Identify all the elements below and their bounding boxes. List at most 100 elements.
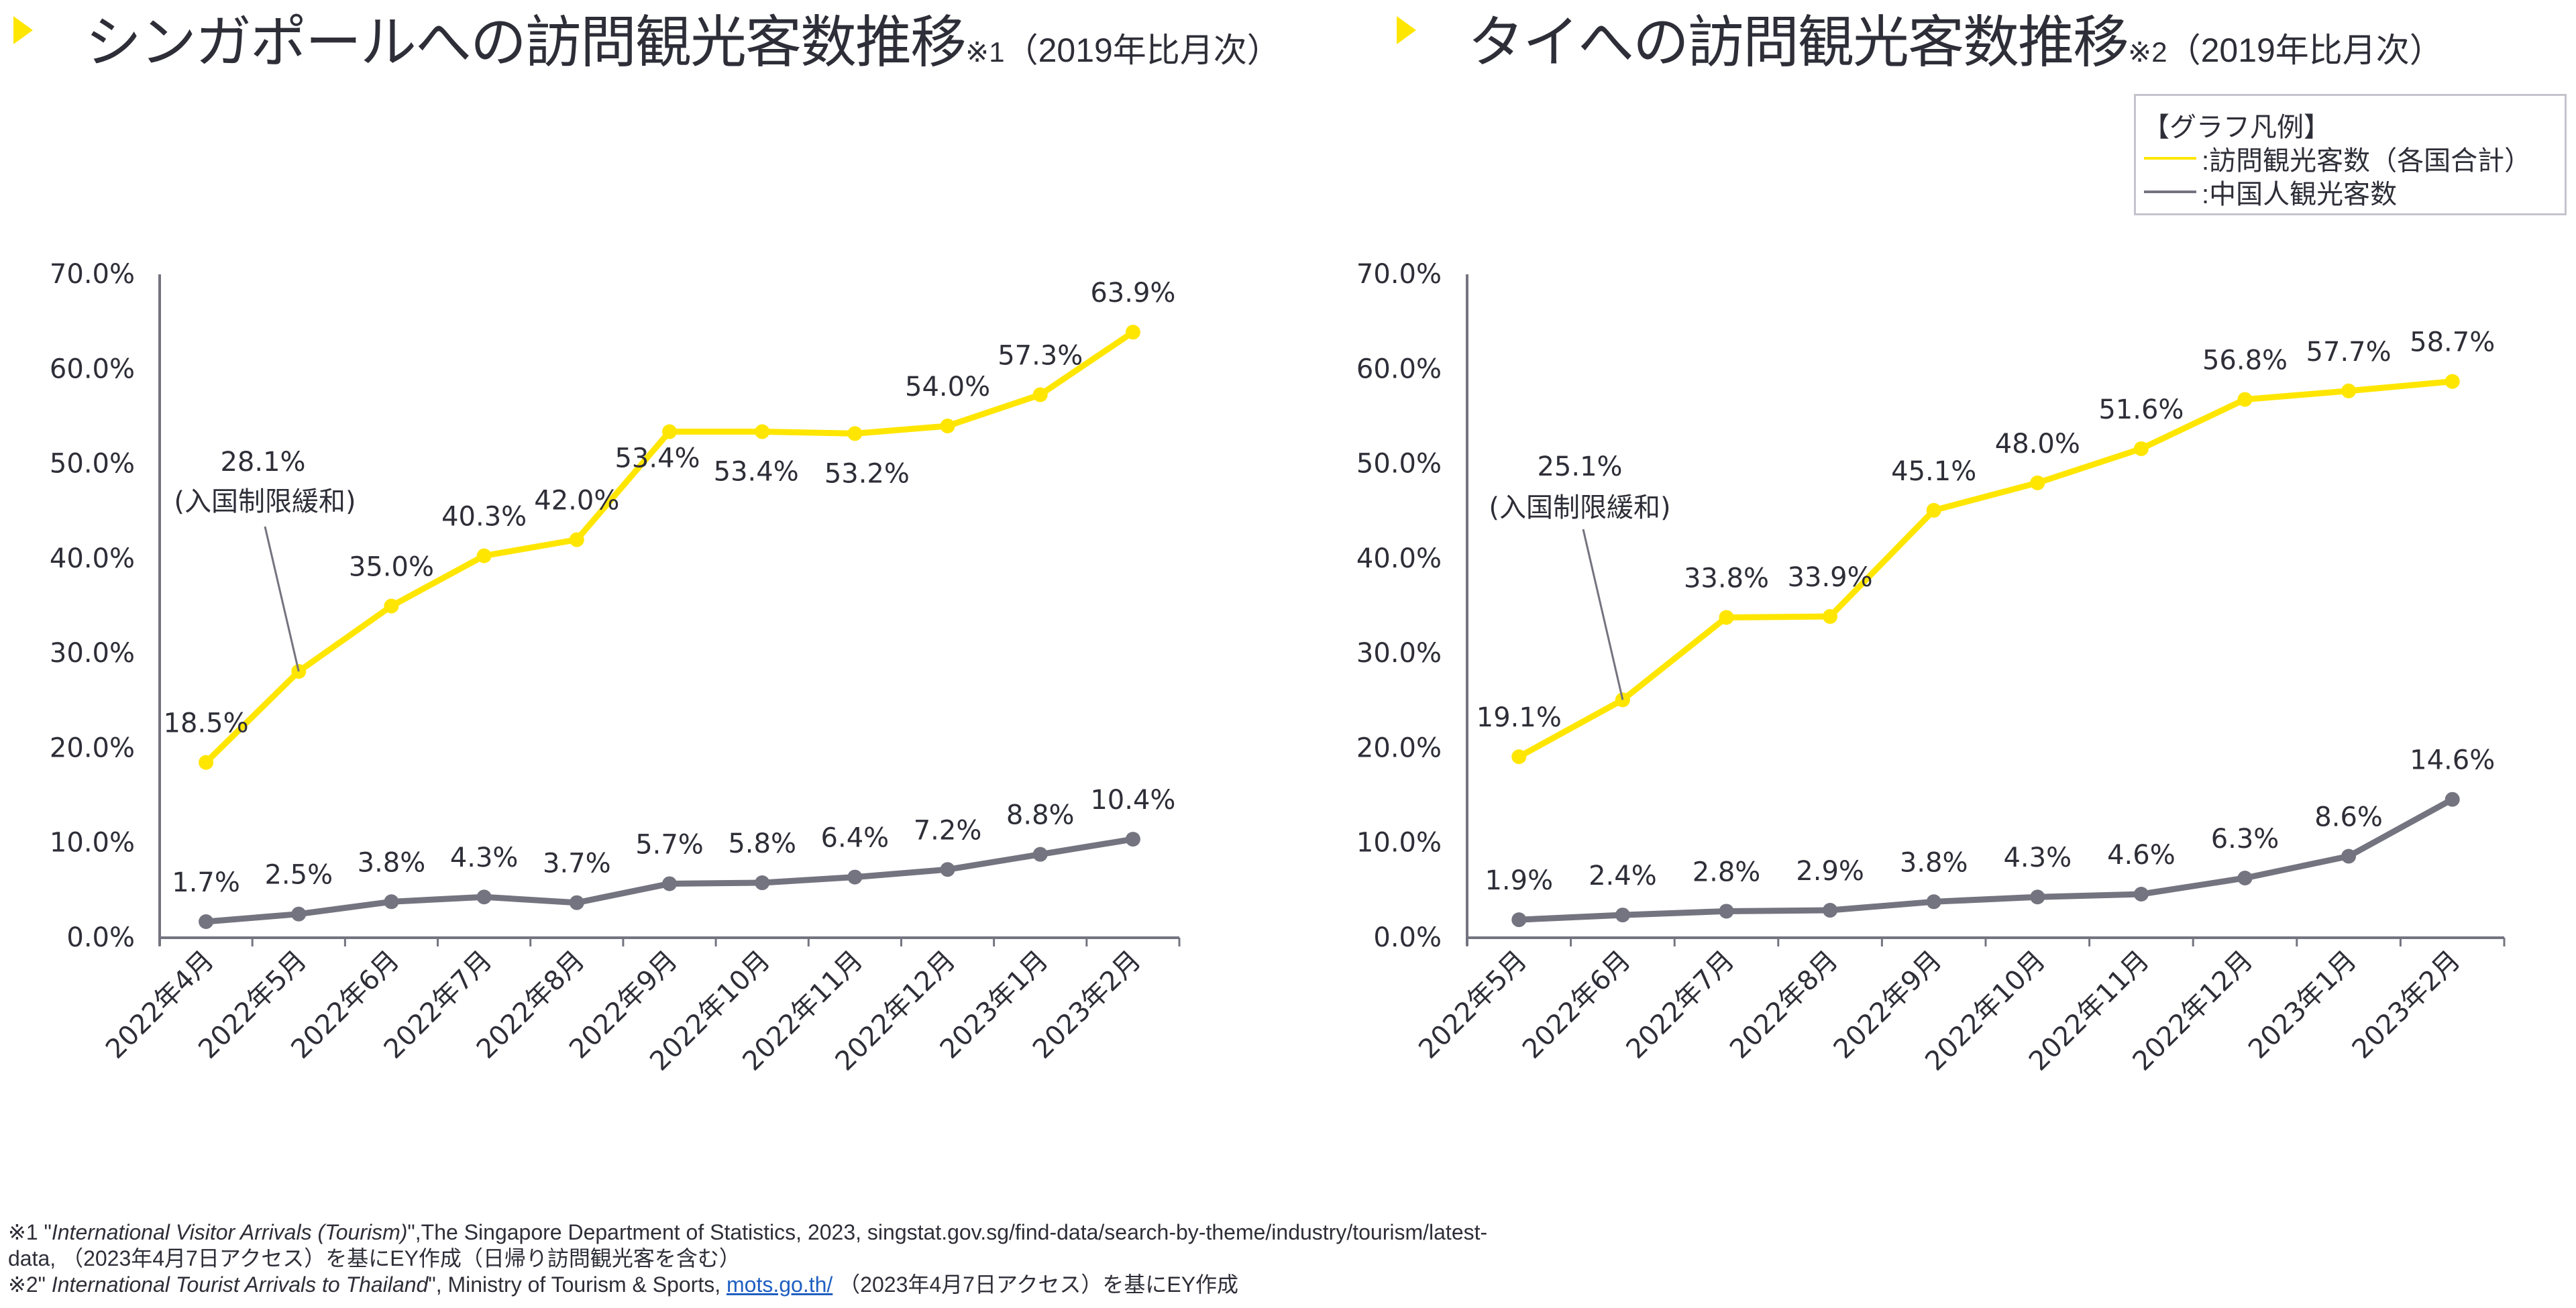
data-point <box>662 424 677 439</box>
data-point <box>2030 475 2045 490</box>
thailand-chart-title: タイへの訪問観光客数推移※2（2019年比月次） <box>1382 0 2576 74</box>
data-point <box>569 532 584 547</box>
title-main: シンガポールへの訪問観光客数推移 <box>85 11 967 74</box>
series-line <box>1519 796 2454 923</box>
title-footnote-ref: ※1 <box>965 36 1005 68</box>
data-label: 33.8% <box>1684 563 1769 594</box>
singapore-title-text: シンガポールへの訪問観光客数推移※1（2019年比月次） <box>85 0 1281 78</box>
title-subtitle: （2019年比月次） <box>2167 32 2443 69</box>
data-point <box>662 876 677 891</box>
annotation-leader-line <box>264 526 300 672</box>
data-label: 54.0% <box>905 372 990 402</box>
data-label: 2.9% <box>1796 856 1864 887</box>
data-point <box>384 894 399 910</box>
data-label: 10.4% <box>1090 785 1175 816</box>
y-tick-label: 70.0% <box>50 259 135 290</box>
x-tick-label: 2023年1月 <box>2243 945 2363 1065</box>
footnote-access-note: （2023年4月7日アクセス）を基にEY作成 <box>833 1272 1239 1297</box>
data-label: 6.4% <box>821 823 890 854</box>
data-point <box>291 906 307 922</box>
x-tick-label: 2022年6月 <box>1517 945 1637 1065</box>
data-point <box>1926 502 1941 518</box>
data-label: 3.7% <box>543 849 611 879</box>
y-tick-label: 20.0% <box>50 732 135 763</box>
data-point <box>2445 374 2460 389</box>
data-point <box>2445 792 2460 807</box>
y-tick-label: 60.0% <box>1356 353 1442 384</box>
data-label: 53.4% <box>614 443 700 474</box>
y-tick-label: 40.0% <box>50 543 135 574</box>
footnote-source-detail: ", Ministry of Tourism & Sports, <box>428 1272 727 1297</box>
data-point <box>199 914 214 929</box>
x-tick-label: 2023年2月 <box>2347 945 2467 1065</box>
data-point <box>755 875 770 891</box>
legend-item-total: :訪問観光客数（各国合計） <box>2144 139 2531 178</box>
y-tick-label: 10.0% <box>50 828 135 859</box>
footnote-source-title: International Tourist Arrivals to Thaila… <box>51 1272 429 1297</box>
legend-label: :中国人観光客数 <box>2202 180 2398 209</box>
singapore-chart-title: シンガポールへの訪問観光客数推移※1（2019年比月次） <box>0 0 1342 74</box>
data-point <box>2237 870 2253 885</box>
legend-item-china: :中国人観光客数 <box>2144 172 2397 211</box>
data-point <box>384 598 399 614</box>
data-point <box>2341 383 2357 398</box>
footnote-1-line-1: ※1 "International Visitor Arrivals (Tour… <box>8 1219 1487 1246</box>
data-point <box>755 424 770 439</box>
thailand-title-text: タイへの訪問観光客数推移※2（2019年比月次） <box>1468 0 2443 78</box>
mots-link[interactable]: mots.go.th/ <box>726 1272 833 1297</box>
y-tick-label: 60.0% <box>50 353 135 384</box>
y-tick-label: 50.0% <box>50 449 135 480</box>
data-label: 2.8% <box>1693 857 1761 887</box>
data-point <box>1125 832 1140 847</box>
series-total-visitors <box>199 325 1140 770</box>
data-label: 28.1% <box>220 447 305 478</box>
data-label: 63.9% <box>1090 278 1175 309</box>
data-label: 5.7% <box>635 829 704 860</box>
data-point <box>1823 903 1838 918</box>
chart-legend: 【グラフ凡例】 :訪問観光客数（各国合計） :中国人観光客数 <box>2134 94 2567 215</box>
data-point <box>1032 387 1048 402</box>
footnote-1-line-2: data, （2023年4月7日アクセス）を基にEY作成（日帰り訪問観光客を含む… <box>8 1246 741 1270</box>
data-point <box>847 426 863 441</box>
footnote-source-detail: ",The Singapore Department of Statistics… <box>407 1220 1488 1244</box>
data-point <box>2030 889 2045 905</box>
legend-label: :訪問観光客数（各国合計） <box>2202 146 2532 176</box>
data-point <box>847 869 863 885</box>
footnote-2: ※2" International Tourist Arrivals to Th… <box>8 1272 1487 1298</box>
footnote-prefix: ※1 " <box>8 1220 52 1244</box>
data-label: 53.2% <box>824 458 910 489</box>
data-point <box>2237 392 2253 407</box>
y-tick-label: 30.0% <box>50 638 135 669</box>
data-point <box>476 889 492 905</box>
legend-swatch-yellow <box>2144 157 2196 160</box>
data-label: 58.7% <box>2410 327 2495 358</box>
data-point <box>1823 609 1838 624</box>
y-tick-label: 40.0% <box>1356 543 1442 574</box>
data-label: 3.8% <box>358 847 426 878</box>
data-point <box>1125 325 1140 340</box>
singapore-line-chart: 0.0% 10.0% 20.0% 30.0% 40.0% 50.0% 60.0% 70.0% 2… <box>50 259 1181 1077</box>
footnote-prefix: ※2" <box>8 1272 52 1297</box>
triangle-bullet-icon <box>13 16 33 44</box>
data-point <box>1719 610 1734 625</box>
data-point <box>569 895 584 910</box>
y-tick-label: 70.0% <box>1356 259 1442 290</box>
data-label: 40.3% <box>441 502 527 533</box>
data-point <box>1032 847 1048 862</box>
series-chinese-visitors <box>199 832 1140 929</box>
series-line <box>1517 378 2453 760</box>
data-label: 3.8% <box>1900 847 1968 878</box>
series-line <box>203 329 1135 765</box>
data-label: 45.1% <box>1891 456 1976 487</box>
data-point <box>1511 912 1527 928</box>
data-label: 2.4% <box>1589 861 1657 891</box>
data-label: 57.7% <box>2306 337 2392 368</box>
title-footnote-ref: ※2 <box>2128 36 2167 68</box>
series-total-visitors <box>1511 374 2460 765</box>
data-label: 8.8% <box>1006 800 1075 831</box>
triangle-bullet-icon <box>1397 16 1416 44</box>
data-label: 2.5% <box>264 860 333 891</box>
y-tick-label: 0.0% <box>66 922 135 953</box>
data-label: 33.9% <box>1788 562 1873 593</box>
